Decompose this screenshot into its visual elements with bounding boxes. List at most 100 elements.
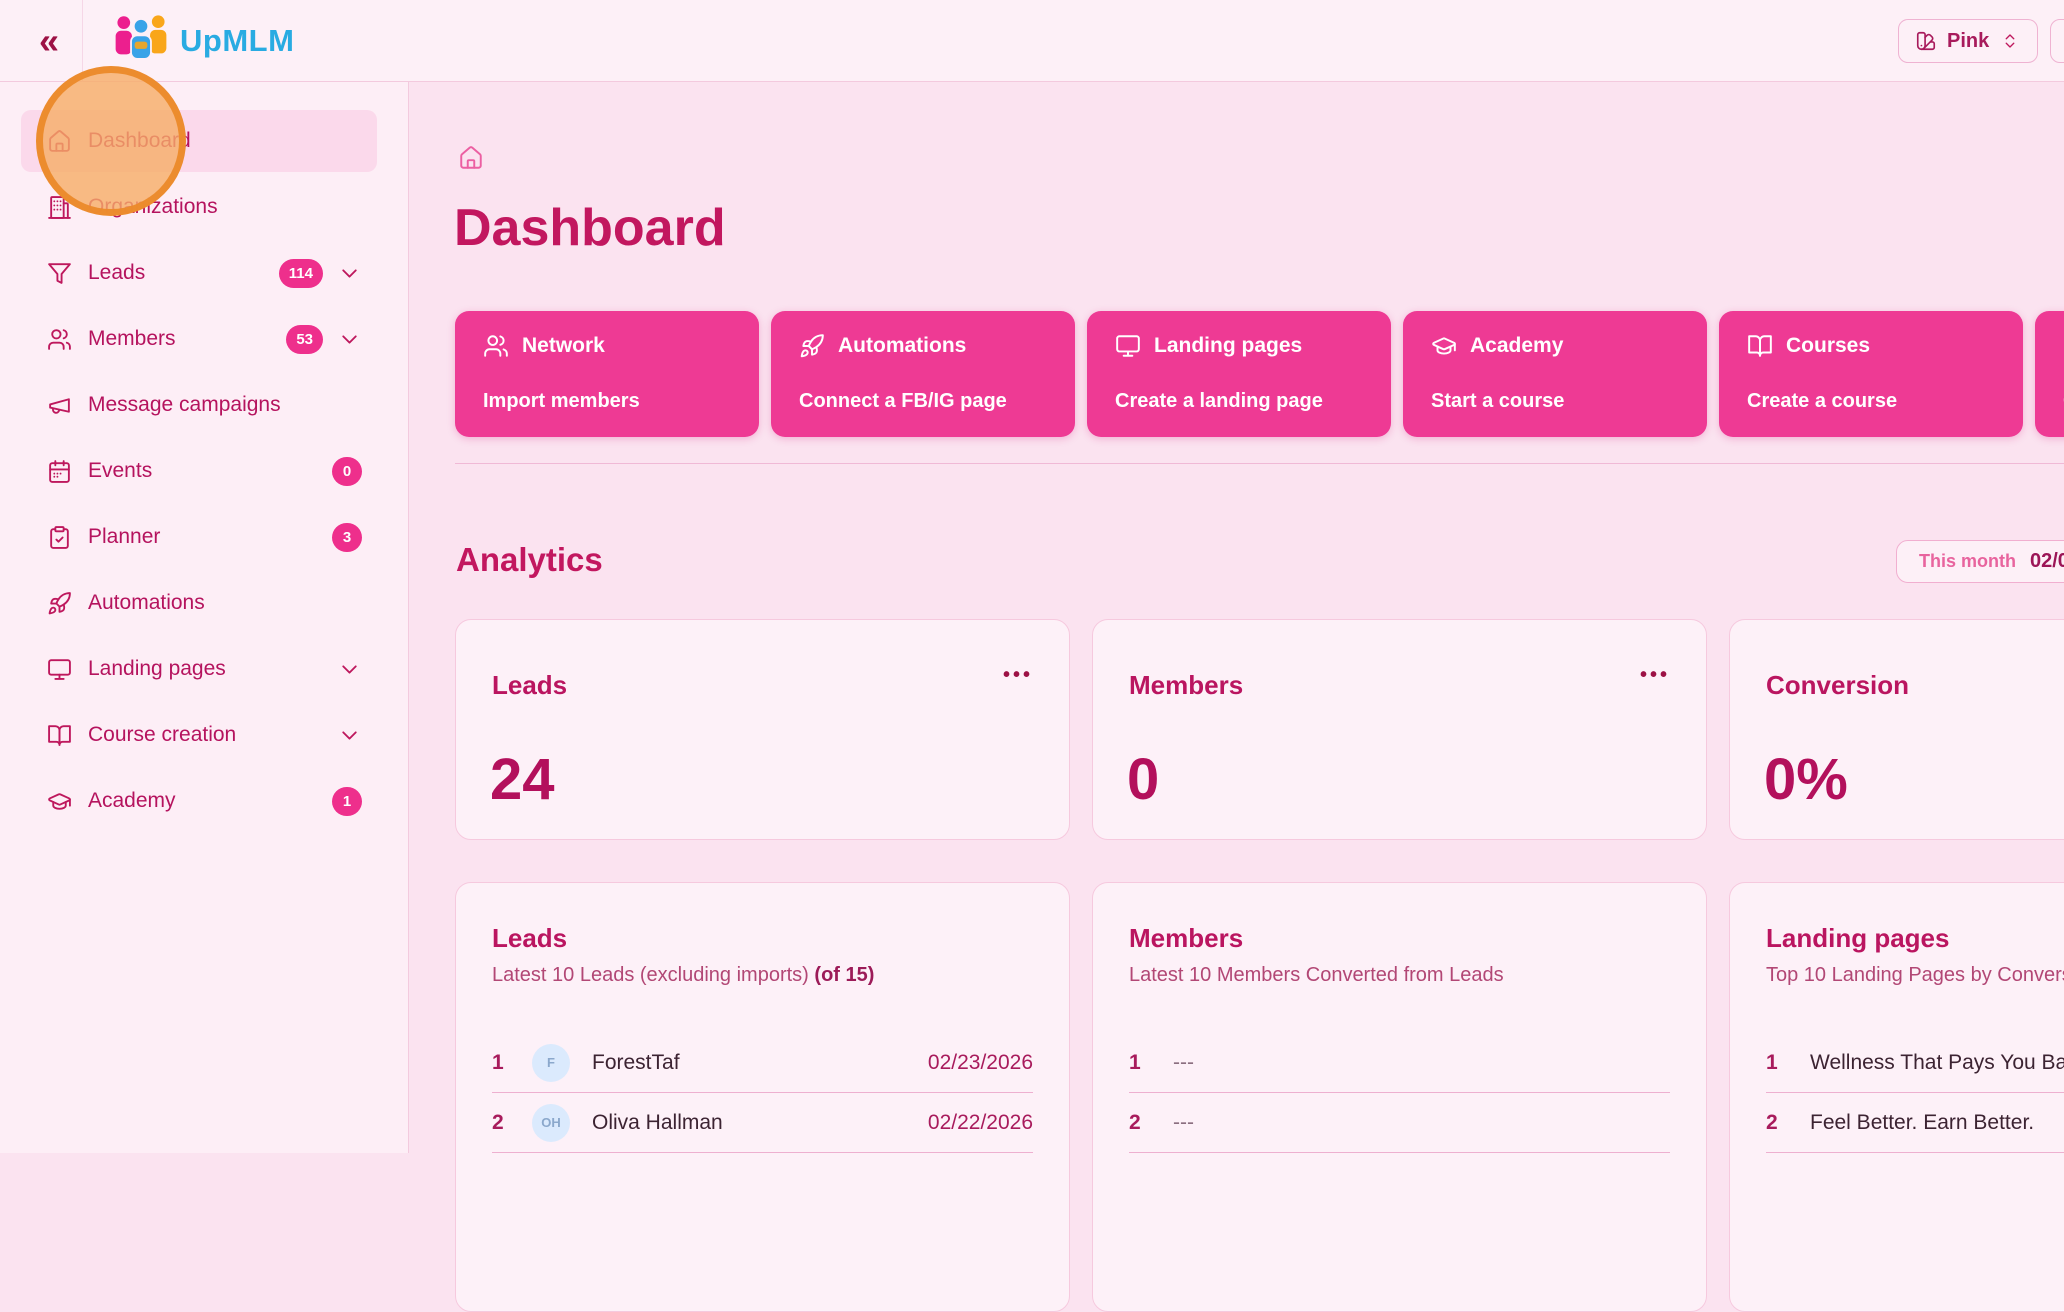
building-icon xyxy=(48,195,71,219)
lead-date: 02/23/2026 xyxy=(927,1050,1033,1074)
list-subtitle: Top 10 Landing Pages by Conversion xyxy=(1766,964,2064,986)
sidebar-item-course-creation[interactable]: Course creation xyxy=(21,704,377,766)
row-number: 1 xyxy=(492,1050,504,1074)
list-row: 2 --- xyxy=(1129,1093,1670,1153)
avatar: OH xyxy=(532,1103,570,1142)
quick-actions-row: Network Import members Automations Conne… xyxy=(455,311,2064,437)
quick-action-network[interactable]: Network Import members xyxy=(455,311,759,437)
landing-page-name: Feel Better. Earn Better. xyxy=(1810,1110,2035,1134)
period-selector[interactable]: This month 02/0 xyxy=(1896,540,2064,583)
sidebar-item-dashboard[interactable]: Dashboard xyxy=(21,110,377,172)
analytics-heading: Analytics xyxy=(456,541,603,578)
list-card-leads: Leads Latest 10 Leads (excluding imports… xyxy=(455,882,1070,1312)
sidebar-item-automations[interactable]: Automations xyxy=(21,572,377,634)
list-row[interactable]: 2 OH Oliva Hallman 02/22/2026 xyxy=(492,1093,1033,1153)
members-count-badge: 53 xyxy=(286,324,323,354)
sidebar-item-label: Leads xyxy=(88,261,146,284)
list-row[interactable]: 1 F ForestTaf 02/23/2026 xyxy=(492,1033,1033,1093)
period-value: 02/0 xyxy=(2030,550,2064,572)
theme-label: Pink xyxy=(1947,29,1990,52)
landing-page-name: Wellness That Pays You Back xyxy=(1810,1050,2064,1074)
book-open-icon xyxy=(1748,335,1772,357)
avatar: F xyxy=(532,1043,570,1082)
users-icon xyxy=(48,328,71,350)
sidebar-item-label: Academy xyxy=(88,789,176,812)
home-icon xyxy=(49,129,70,152)
megaphone-icon xyxy=(49,397,70,414)
chevron-down-icon xyxy=(342,664,357,674)
chevron-down-icon xyxy=(342,730,357,740)
stat-card-leads: Leads ••• 24 xyxy=(455,619,1070,840)
quick-action-title: Automations xyxy=(838,334,967,357)
breadcrumb-home-button[interactable] xyxy=(456,144,486,174)
lead-date: 02/22/2026 xyxy=(927,1110,1033,1134)
upmlm-logo-icon xyxy=(112,14,170,67)
chevron-down-icon xyxy=(342,334,357,344)
card-menu-button[interactable]: ••• xyxy=(1639,664,1670,686)
stat-title: Leads xyxy=(492,670,568,700)
quick-action-automations[interactable]: Automations Connect a FB/IG page xyxy=(771,311,1075,437)
topbar-partial-button[interactable] xyxy=(2050,19,2064,63)
list-card-members: Members Latest 10 Members Converted from… xyxy=(1092,882,1707,1312)
clipboard-check-icon xyxy=(50,525,69,549)
list-title: Landing pages xyxy=(1766,923,1950,953)
theme-selector[interactable]: Pink xyxy=(1898,19,2038,63)
sidebar-item-label: Organizations xyxy=(88,195,218,218)
sidebar-item-message-campaigns[interactable]: Message campaigns xyxy=(21,374,377,436)
list-subtitle: Latest 10 Leads (excluding imports) (of … xyxy=(492,964,875,986)
app-logo: UpMLM xyxy=(112,14,294,67)
member-name: --- xyxy=(1173,1110,1194,1134)
list-title: Leads xyxy=(492,923,568,953)
chevron-down-icon xyxy=(342,268,357,278)
sidebar-item-planner[interactable]: Planner 3 xyxy=(21,506,377,568)
quick-action-label: Import members xyxy=(483,390,640,412)
quick-action-partial[interactable]: C xyxy=(2035,311,2064,437)
sidebar: Dashboard Organizations Leads 114 Member… xyxy=(0,82,409,1153)
list-card-landing-pages: Landing pages Top 10 Landing Pages by Co… xyxy=(1729,882,2064,1312)
lead-name: ForestTaf xyxy=(592,1050,680,1074)
quick-action-academy[interactable]: Academy Start a course xyxy=(1403,311,1707,437)
funnel-icon xyxy=(48,262,71,284)
sidebar-item-academy[interactable]: Academy 1 xyxy=(21,770,377,832)
users-icon xyxy=(484,335,508,357)
chevrons-up-down-icon xyxy=(2005,34,2015,48)
stats-row: Leads ••• 24 Members ••• 0 Conversion ••… xyxy=(455,619,2064,840)
list-subtitle: Latest 10 Members Converted from Leads xyxy=(1129,964,1504,986)
sidebar-item-landing-pages[interactable]: Landing pages xyxy=(21,638,377,700)
list-row: 1 --- xyxy=(1129,1033,1670,1093)
quick-action-landing-pages[interactable]: Landing pages Create a landing page xyxy=(1087,311,1391,437)
events-count-badge: 0 xyxy=(332,456,362,486)
monitor-icon xyxy=(1116,335,1140,357)
row-number: 1 xyxy=(1766,1050,1778,1074)
sidebar-item-label: Message campaigns xyxy=(88,393,281,416)
quick-action-courses[interactable]: Courses Create a course xyxy=(1719,311,2023,437)
home-icon xyxy=(460,145,482,169)
leads-count-badge: 114 xyxy=(278,258,323,288)
lead-name: Oliva Hallman xyxy=(592,1110,723,1134)
card-menu-button[interactable]: ••• xyxy=(1002,664,1033,686)
sidebar-item-label: Planner xyxy=(88,525,161,548)
stat-title: Conversion xyxy=(1766,670,1910,700)
book-open-icon xyxy=(48,724,71,746)
row-number: 2 xyxy=(492,1110,504,1134)
main-content: Dashboard Network Import members Automat… xyxy=(409,82,2064,1312)
quick-action-title: Landing pages xyxy=(1154,334,1303,357)
sidebar-item-events[interactable]: Events 0 xyxy=(21,440,377,502)
stat-value: 0 xyxy=(1127,747,1160,812)
list-row[interactable]: 2 Feel Better. Earn Better. xyxy=(1766,1093,2064,1153)
academy-count-badge: 1 xyxy=(332,786,362,816)
quick-action-label: Create a course xyxy=(1747,390,1898,412)
list-row[interactable]: 1 Wellness That Pays You Back xyxy=(1766,1033,2064,1093)
sidebar-item-leads[interactable]: Leads 114 xyxy=(21,242,377,304)
sidebar-item-members[interactable]: Members 53 xyxy=(21,308,377,370)
stat-value: 24 xyxy=(490,747,555,812)
topbar: « UpMLM Pink xyxy=(0,0,2064,82)
graduation-cap-icon xyxy=(1432,337,1456,355)
sidebar-collapse-button[interactable]: « xyxy=(26,18,72,64)
list-title: Members xyxy=(1129,923,1244,953)
sidebar-item-label: Members xyxy=(88,327,176,350)
sidebar-item-organizations[interactable]: Organizations xyxy=(21,176,377,238)
stat-card-conversion: Conversion ••• 0% xyxy=(1729,619,2064,840)
stat-title: Members xyxy=(1129,670,1244,700)
quick-action-title: Network xyxy=(522,334,605,357)
